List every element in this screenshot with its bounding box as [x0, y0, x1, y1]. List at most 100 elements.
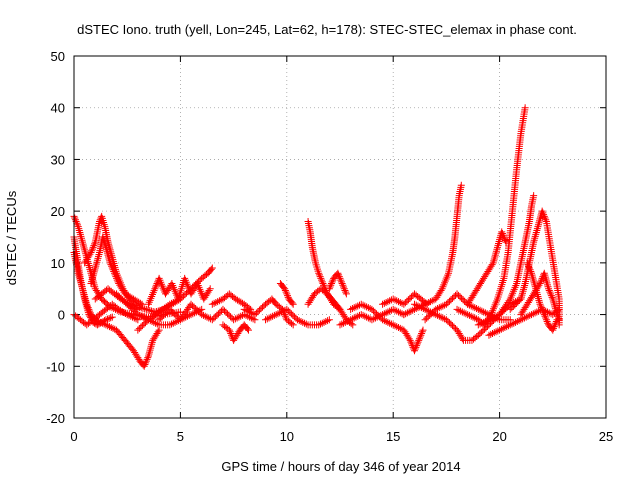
data-point [107, 261, 115, 269]
data-point [382, 309, 390, 317]
data-point [95, 317, 103, 325]
data-point [524, 261, 532, 269]
data-point [86, 309, 94, 317]
data-point [492, 312, 500, 320]
data-point [227, 330, 235, 338]
data-point [134, 311, 142, 319]
data-point [138, 300, 146, 308]
data-point [114, 291, 122, 299]
data-point [361, 302, 369, 310]
data-point [141, 305, 149, 313]
data-point [395, 308, 403, 316]
data-point [469, 303, 477, 311]
data-point [284, 292, 292, 300]
data-point [386, 319, 394, 327]
data-point [520, 314, 528, 322]
data-point [425, 299, 433, 307]
data-point [551, 321, 559, 329]
data-point [487, 315, 495, 323]
data-point [361, 312, 369, 320]
data-point [460, 309, 468, 317]
data-point [80, 244, 88, 252]
data-point [265, 314, 273, 322]
data-point [91, 240, 99, 248]
data-point [91, 264, 99, 272]
data-point [293, 316, 301, 324]
data-point [410, 347, 418, 355]
data-point [213, 311, 221, 319]
data-point [83, 300, 91, 308]
data-point [403, 297, 411, 305]
data-point [450, 323, 458, 331]
data-point [417, 331, 425, 339]
data-point [147, 307, 155, 315]
data-point [288, 320, 296, 328]
data-point [453, 305, 461, 313]
data-point [512, 318, 520, 326]
data-point [319, 280, 327, 288]
data-point [137, 304, 145, 312]
data-point [509, 302, 517, 310]
data-point [119, 296, 127, 304]
data-point [220, 307, 228, 315]
x-tick-label: 5 [177, 429, 184, 444]
data-point [337, 276, 345, 284]
data-point [396, 309, 404, 317]
data-point [104, 315, 112, 323]
data-point [187, 300, 195, 308]
data-point [336, 321, 344, 329]
data-point [542, 216, 550, 224]
data-point [380, 317, 388, 325]
data-point [542, 316, 550, 324]
data-point [382, 317, 390, 325]
data-point [81, 246, 89, 254]
data-point [272, 311, 280, 319]
data-point [127, 312, 135, 320]
data-point [158, 313, 166, 321]
data-point [533, 225, 541, 233]
data-point [282, 288, 290, 296]
data-point [395, 324, 403, 331]
data-point [322, 317, 330, 325]
data-point [350, 314, 358, 322]
data-point [497, 325, 505, 333]
data-point [168, 320, 176, 328]
data-point [393, 307, 401, 315]
data-point [79, 240, 87, 248]
y-tick-label: 50 [51, 49, 65, 64]
data-point [210, 314, 218, 322]
data-point [368, 316, 376, 324]
data-point [280, 283, 288, 291]
data-point [490, 329, 498, 337]
data-point [98, 319, 106, 327]
data-point [445, 297, 453, 305]
data-point [528, 311, 536, 319]
data-point [235, 313, 243, 321]
data-point [167, 307, 175, 315]
data-point [409, 306, 417, 314]
data-point [146, 348, 154, 356]
data-point [389, 295, 397, 303]
data-point [542, 314, 550, 322]
data-point [222, 308, 230, 316]
data-point [262, 316, 270, 324]
data-point [242, 306, 250, 314]
data-point [455, 291, 463, 299]
data-point [129, 313, 137, 321]
data-point [403, 309, 411, 317]
data-point [166, 305, 174, 313]
data-point [437, 303, 445, 311]
data-point [508, 304, 516, 312]
data-point [534, 223, 542, 231]
data-point [354, 302, 362, 310]
data-point [153, 280, 161, 288]
data-point [396, 324, 404, 332]
data-point [111, 271, 119, 279]
data-point [154, 328, 162, 336]
data-point [151, 285, 159, 293]
data-point [535, 307, 543, 315]
data-point [407, 293, 415, 301]
data-point [155, 308, 163, 316]
y-axis-ticks: -20 -10 0 10 20 30 40 50 [46, 49, 606, 426]
data-point [195, 308, 203, 316]
